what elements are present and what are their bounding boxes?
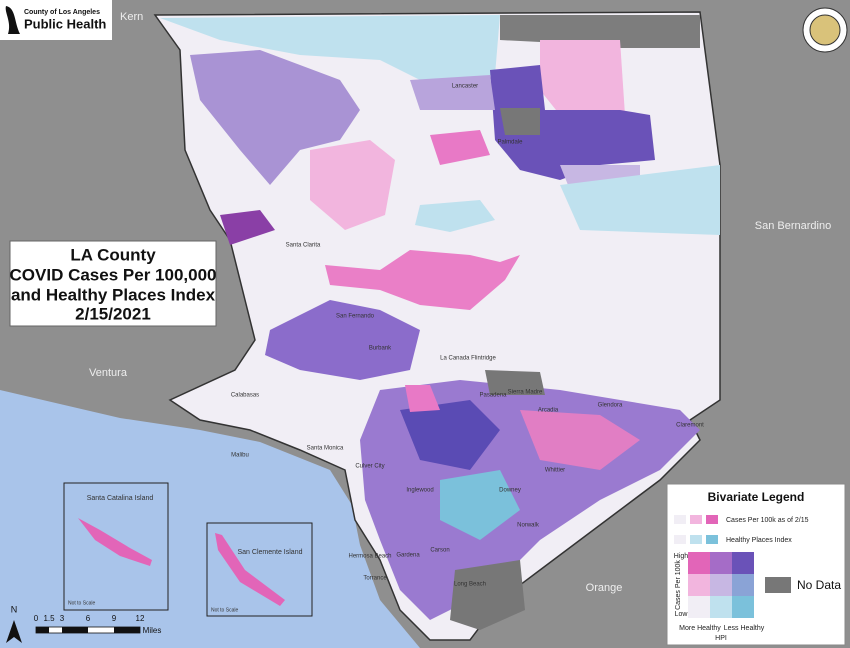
scale-tick-label: 6 bbox=[86, 614, 91, 623]
region bbox=[410, 75, 495, 110]
legend-label: Low bbox=[675, 611, 689, 618]
seal bbox=[802, 7, 848, 53]
city-label: Long Beach bbox=[454, 582, 486, 588]
county-label: San Bernardino bbox=[755, 220, 831, 232]
inset: San Clemente Island Not to Scale bbox=[206, 522, 313, 617]
title-line: COVID Cases Per 100,000 bbox=[10, 265, 217, 284]
region bbox=[265, 300, 420, 380]
city-label: Arcadia bbox=[538, 408, 559, 414]
city-label: Hermosa Beach bbox=[348, 554, 391, 560]
county-label: Ventura bbox=[89, 367, 128, 379]
scale-tick-label: 1.5 bbox=[43, 614, 55, 623]
north-label: N bbox=[11, 604, 18, 614]
region bbox=[220, 210, 275, 245]
inset-note: Not to Scale bbox=[211, 607, 238, 613]
title-line: LA County bbox=[70, 245, 156, 264]
agency: County of Los Angeles bbox=[24, 9, 100, 16]
scale-unit: Miles bbox=[143, 626, 162, 635]
county-label: Orange bbox=[586, 582, 623, 594]
region bbox=[325, 250, 520, 310]
scale-tick-label: 9 bbox=[112, 614, 117, 623]
legend-label: No Data bbox=[797, 578, 841, 592]
city-label: Norwalk bbox=[517, 523, 540, 529]
region bbox=[415, 200, 495, 232]
legend-label: Cases Per 100k bbox=[675, 560, 682, 610]
scale-tick-label: 12 bbox=[136, 614, 145, 623]
city-label: Claremont bbox=[676, 423, 704, 429]
inset-label: San Clemente Island bbox=[238, 549, 303, 556]
legend-label: HPI bbox=[715, 635, 727, 642]
city-label: Culver City bbox=[355, 464, 384, 470]
inset-label: Santa Catalina Island bbox=[87, 495, 154, 502]
no-data-area bbox=[450, 560, 525, 630]
scale-tick-label: 3 bbox=[60, 614, 65, 623]
legend-label: Less Healthy bbox=[724, 625, 765, 632]
north-arrow: N bbox=[6, 604, 22, 643]
region bbox=[400, 400, 500, 470]
region bbox=[440, 470, 520, 540]
legend-label: Healthy Places Index bbox=[726, 537, 792, 544]
region bbox=[520, 410, 640, 470]
no-data-area bbox=[500, 108, 540, 135]
city-label: Torrance bbox=[363, 576, 387, 582]
city-label: Burbank bbox=[369, 346, 392, 352]
legend-label: More Healthy bbox=[679, 625, 721, 632]
city-label: Calabasas bbox=[231, 393, 259, 399]
region bbox=[560, 165, 720, 235]
inset-note: Not to Scale bbox=[68, 600, 95, 606]
city-label: Malibu bbox=[231, 453, 249, 459]
region bbox=[540, 40, 625, 115]
city-label: Sierra Madre bbox=[508, 390, 543, 396]
legend-label: Cases Per 100k as of 2/15 bbox=[726, 517, 809, 524]
logo: County of Los Angeles Public Health bbox=[0, 0, 112, 40]
no-data-area bbox=[500, 15, 700, 48]
region bbox=[310, 140, 395, 230]
title-line: 2/15/2021 bbox=[75, 304, 151, 323]
scale-tick-label: 0 bbox=[34, 614, 39, 623]
legend: Bivariate Legend Cases Per 100k as of 2/… bbox=[666, 483, 846, 646]
city-label: Whittier bbox=[545, 468, 565, 474]
title-line: and Healthy Places Index bbox=[11, 285, 216, 304]
scale-bar: Miles 0 1.5 3 6 9 12 bbox=[34, 614, 162, 635]
city-label: Glendora bbox=[598, 403, 623, 409]
legend-title: Bivariate Legend bbox=[708, 490, 805, 504]
region bbox=[490, 65, 655, 180]
city-label: Inglewood bbox=[406, 488, 433, 494]
county-label: Kern bbox=[120, 11, 143, 23]
title-box bbox=[9, 240, 217, 327]
city-label: La Canada Flintridge bbox=[440, 356, 496, 362]
region bbox=[430, 130, 490, 165]
region bbox=[160, 15, 500, 80]
no-data-area bbox=[485, 370, 545, 395]
city-label: Downey bbox=[499, 488, 521, 494]
region bbox=[405, 385, 440, 412]
city-label: Carson bbox=[430, 548, 449, 554]
city-label: Palmdale bbox=[497, 140, 523, 146]
city-label: Gardena bbox=[396, 553, 420, 559]
city-label: Lancaster bbox=[452, 84, 478, 90]
city-label: San Fernando bbox=[336, 314, 375, 320]
city-label: Pasadena bbox=[479, 393, 507, 399]
city-label: Santa Monica bbox=[307, 446, 344, 452]
region bbox=[190, 50, 360, 185]
department: Public Health bbox=[24, 16, 106, 31]
legend-label: High bbox=[674, 553, 689, 560]
city-label: Santa Clarita bbox=[286, 243, 321, 249]
inset: Santa Catalina Island Not to Scale bbox=[63, 482, 169, 611]
